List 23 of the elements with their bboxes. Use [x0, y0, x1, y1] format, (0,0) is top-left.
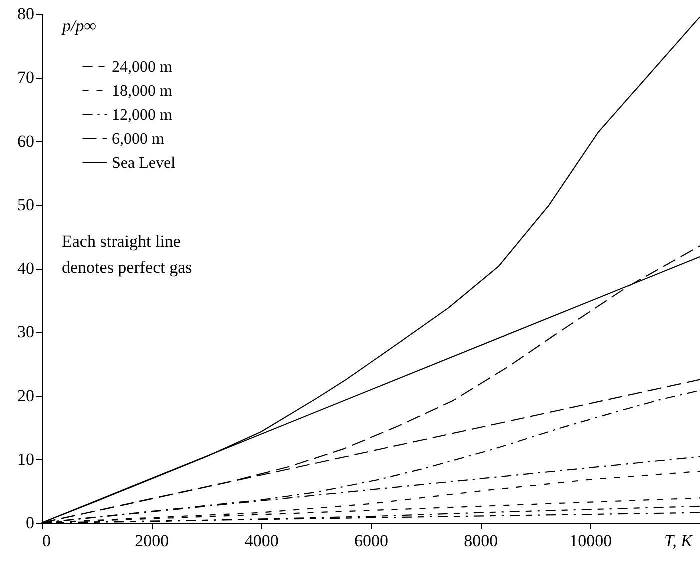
y-tick-label: 40 [18, 259, 34, 278]
legend-label: Sea Level [112, 155, 176, 172]
x-axis-title: T, K [664, 532, 694, 550]
y-tick-label: 80 [18, 4, 34, 24]
x-tick-label: 8000 [464, 532, 498, 550]
legend-label: 24,000 m [112, 59, 173, 76]
x-tick-label: 2000 [135, 532, 170, 550]
y-tick-label: 30 [18, 322, 34, 342]
y-tick-label: 10 [18, 450, 34, 469]
legend-label: 18,000 m [112, 83, 173, 100]
x-tick-label: 6000 [354, 532, 388, 550]
x-tick-label: 10000 [570, 532, 612, 550]
x-tick-label: 4000 [244, 532, 279, 550]
y-tick-label: 60 [18, 132, 34, 151]
legend-label: 12,000 m [112, 107, 173, 124]
y-tick-label: 0 [26, 514, 34, 532]
y-tick-label: 20 [18, 386, 34, 406]
y-tick-label: 70 [18, 68, 34, 88]
x-tick-label: 0 [42, 532, 51, 550]
legend-label: 6,000 m [112, 131, 165, 148]
annotation: Each straight line denotes perfect gas [62, 232, 192, 277]
y-tick-label: 50 [18, 195, 34, 214]
y-axis-title: p/p∞ [62, 16, 96, 36]
